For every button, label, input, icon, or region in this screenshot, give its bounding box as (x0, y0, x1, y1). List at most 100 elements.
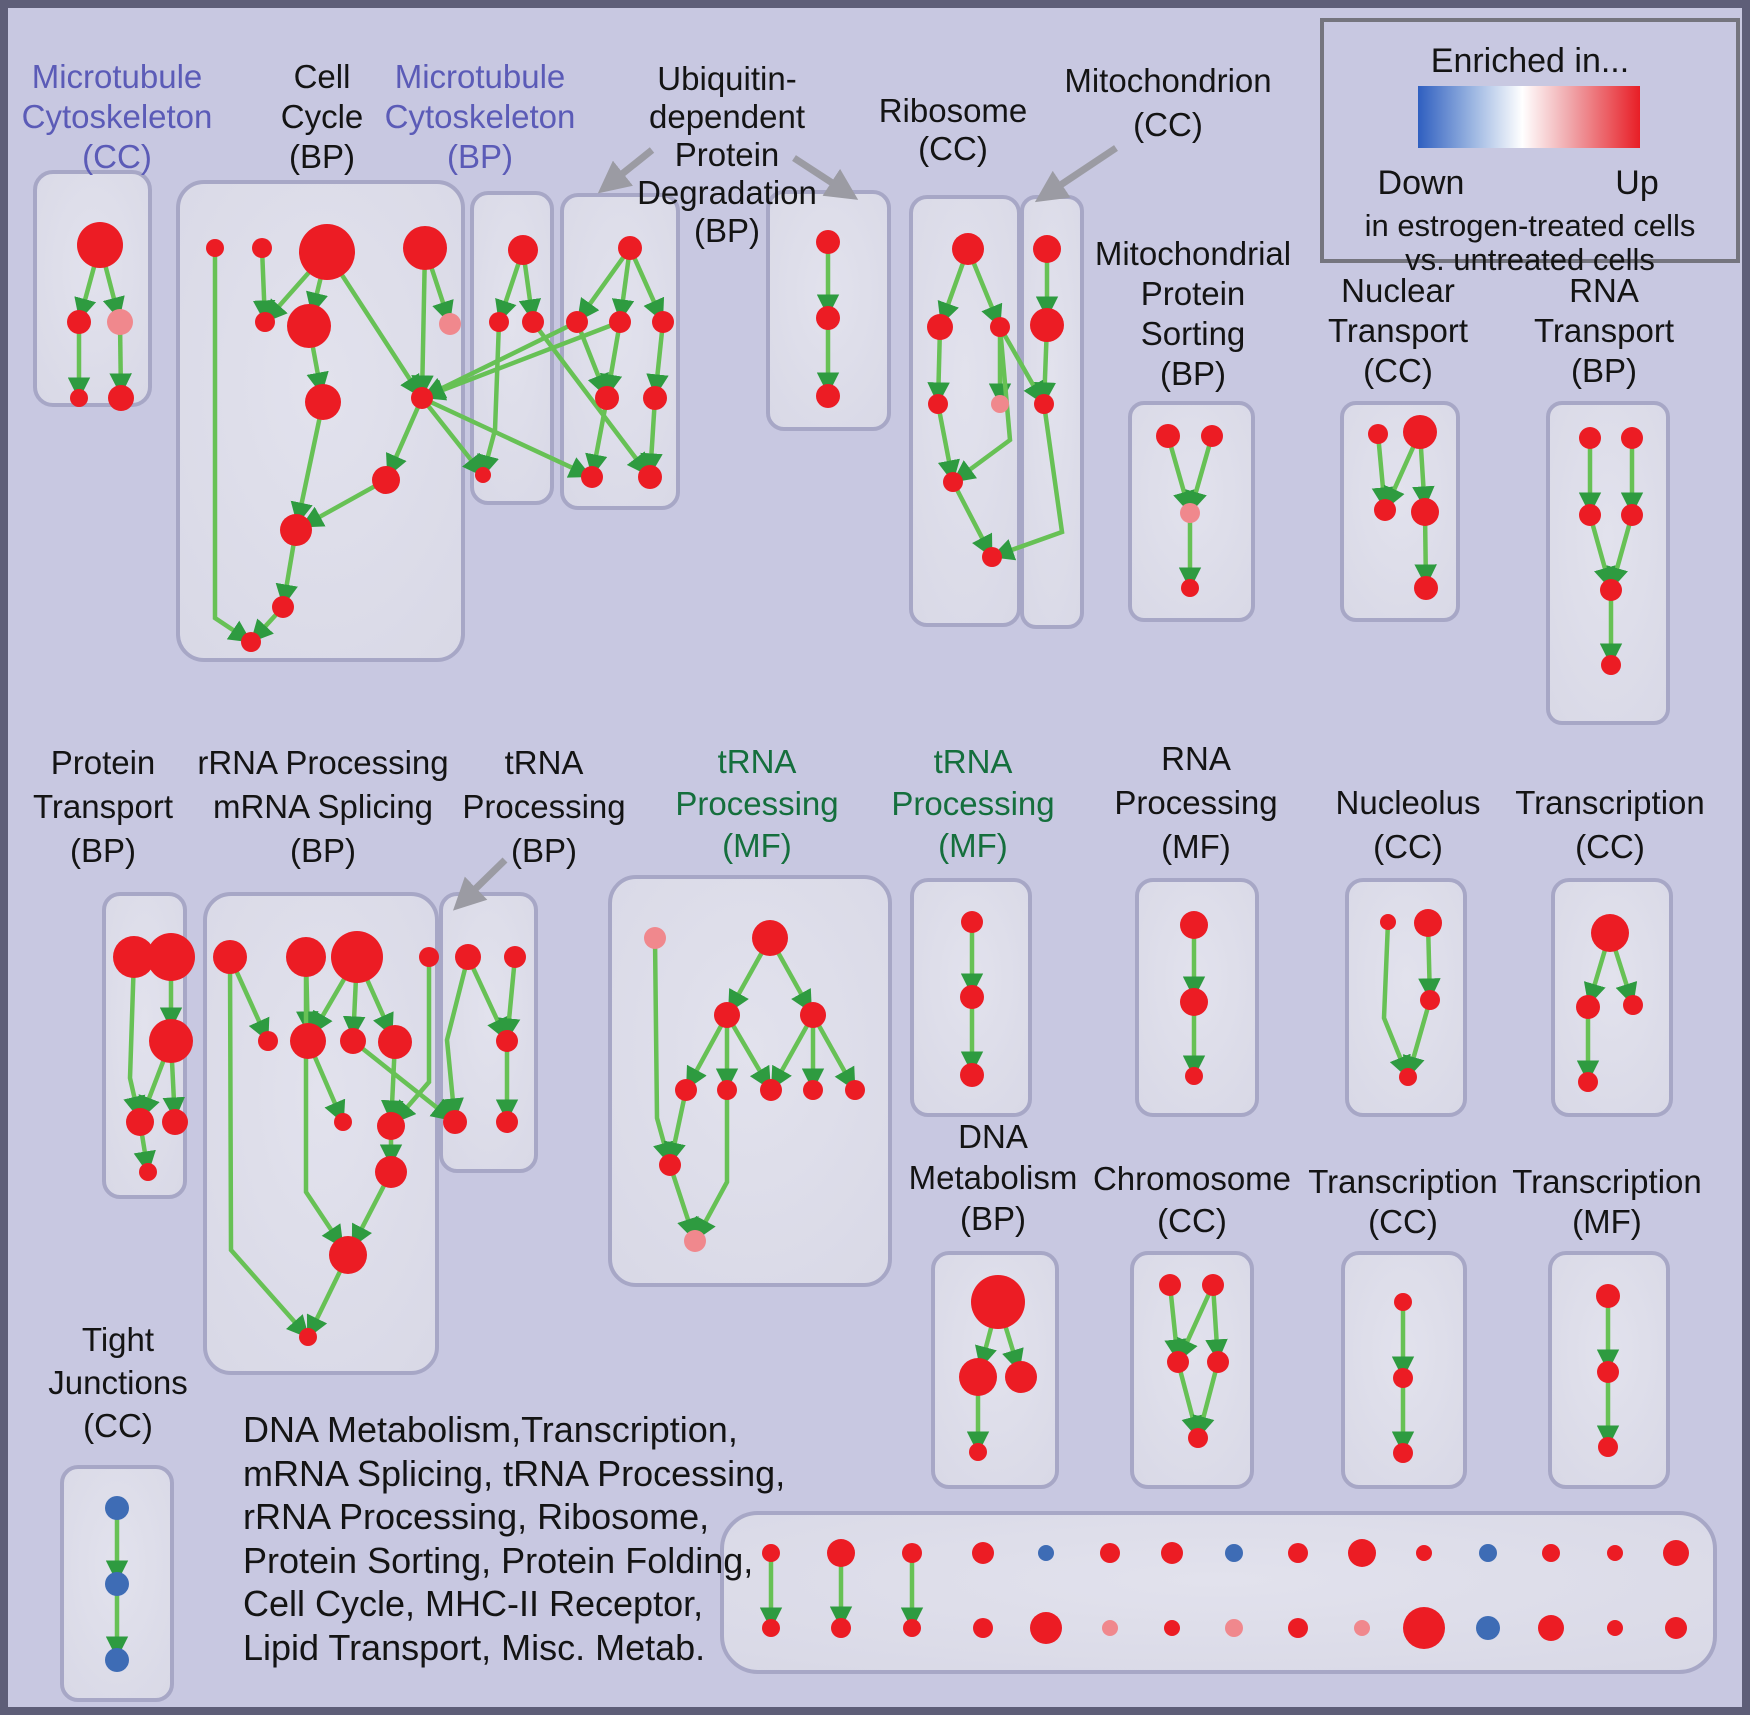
prot-trans-label: Transport (33, 788, 173, 825)
cc-label: (BP) (289, 138, 355, 175)
rna-proc-node (1180, 911, 1208, 939)
trna-bp-node (443, 1110, 467, 1134)
relation-arrow (422, 319, 621, 401)
relation-arrow (212, 248, 252, 643)
trna-bp-label: tRNA (505, 744, 584, 781)
tight-j-label: (CC) (83, 1407, 153, 1444)
legend-title: Enriched in... (1430, 42, 1630, 80)
mito-label: Mitochondrion (1064, 62, 1271, 99)
mito-sort-node (1181, 579, 1199, 597)
ubiq-label-label: dependent (649, 98, 805, 135)
trna-mf-2-label: tRNA (934, 743, 1013, 780)
misc-node-top-8 (1225, 1544, 1243, 1562)
trans-cc-1-node (1623, 995, 1643, 1015)
trna-mf-1-label: tRNA (718, 743, 797, 780)
rna-trans-node (1601, 655, 1621, 675)
mt-bp-node (522, 311, 544, 333)
dna-met-node (1005, 1361, 1037, 1393)
misc-node-bottom-8 (1225, 1619, 1243, 1637)
misc-line: rRNA Processing, Ribosome, (243, 1496, 710, 1537)
relation-arrow (652, 937, 675, 1165)
nuc-trans-label: Transport (1328, 312, 1468, 349)
relation-arrow (422, 319, 578, 399)
rna-proc-node (1185, 1067, 1203, 1085)
ribosome-label: Ribosome (879, 92, 1028, 129)
cc-node (403, 226, 447, 270)
relation-arrow (385, 397, 425, 478)
misc-node-bottom-2 (831, 1618, 851, 1638)
misc-node-bottom-10 (1354, 1620, 1370, 1636)
misc-node-bottom-5 (1030, 1612, 1062, 1644)
rna-trans-node (1579, 427, 1601, 449)
prot-trans-label: (BP) (70, 832, 136, 869)
cc-node (280, 514, 312, 546)
ubiq-label-label: Ubiquitin- (657, 60, 796, 97)
rrna-node (378, 1025, 412, 1059)
mito-node (1034, 394, 1054, 414)
rrna-node (299, 1328, 317, 1346)
misc-node-top-12 (1479, 1544, 1497, 1562)
legend-gradient-bar (1418, 86, 1640, 148)
rrna-node (258, 1031, 278, 1051)
trans-cc-1-node (1576, 995, 1600, 1019)
misc-clusters-box (720, 1511, 1717, 1674)
trans-cc-2-node (1393, 1443, 1413, 1463)
trna-bp-label: (BP) (511, 832, 577, 869)
mt-cc-label: Cytoskeleton (22, 98, 213, 135)
legend-down-label: Down (1377, 164, 1465, 202)
misc-node-bottom-3 (903, 1619, 921, 1637)
prot-trans-node (113, 936, 155, 978)
cc-node (305, 384, 341, 420)
chromosome-box (1130, 1251, 1254, 1489)
rrna-label: rRNA Processing (197, 744, 448, 781)
cc-label: Cell (294, 58, 351, 95)
ribosome-node (952, 233, 984, 265)
misc-node-top-13 (1542, 1544, 1560, 1562)
mt-bp-label: Microtubule (395, 58, 566, 95)
relation-arrow (393, 957, 432, 1124)
ribosome-node (991, 395, 1009, 413)
mt-bp-box (470, 191, 554, 505)
trna-mf-1-label: Processing (675, 785, 838, 822)
dna-met-label: DNA (958, 1118, 1028, 1155)
prot-trans-node (139, 1163, 157, 1181)
trans-mf-node (1597, 1361, 1619, 1383)
cc-node (287, 304, 331, 348)
misc-node-bottom-7 (1164, 1620, 1180, 1636)
layer-nodes (67, 222, 1689, 1672)
misc-node-bottom-12 (1476, 1616, 1500, 1640)
misc-line: mRNA Splicing, tRNA Processing, (243, 1452, 786, 1494)
mito-node (1030, 308, 1064, 342)
trna-mf-1-node (644, 927, 666, 949)
rrna-label: mRNA Splicing (213, 788, 433, 825)
mt-cc-box (33, 170, 152, 407)
mito-sort-label: Protein (1141, 275, 1246, 312)
relation-arrow (421, 395, 592, 478)
misc-node-top-7 (1161, 1542, 1183, 1564)
nucleolus-node (1420, 990, 1440, 1010)
mt-cc-node (67, 310, 91, 334)
trna-bp-label: Processing (462, 788, 625, 825)
mito-sort-label: Sorting (1141, 315, 1246, 352)
misc-line: Protein Sorting, Protein Folding, (243, 1539, 754, 1581)
dna-met-label: (BP) (960, 1200, 1026, 1237)
trna-mf-2-label: (MF) (938, 827, 1008, 864)
cc-node (272, 596, 294, 618)
misc-line: DNA Metabolism,Transcription, (243, 1409, 738, 1450)
tight-j-node (105, 1496, 129, 1520)
misc-node-top-3 (902, 1543, 922, 1563)
mt-cc-label: (CC) (82, 138, 152, 175)
relation-arrow (351, 1039, 455, 1122)
misc-node-top-6 (1100, 1543, 1120, 1563)
relation-arrow (1177, 1284, 1216, 1362)
rrna-node (334, 1113, 352, 1131)
mito-label: (CC) (1133, 106, 1203, 143)
relation-arrow (123, 956, 146, 1119)
ribosome-node (990, 317, 1010, 337)
ubiq-a-box (560, 193, 680, 510)
trna-bp-node (504, 946, 526, 968)
mt-bp-label: Cytoskeleton (385, 98, 576, 135)
cc-node (372, 466, 400, 494)
cc-node (206, 239, 224, 257)
